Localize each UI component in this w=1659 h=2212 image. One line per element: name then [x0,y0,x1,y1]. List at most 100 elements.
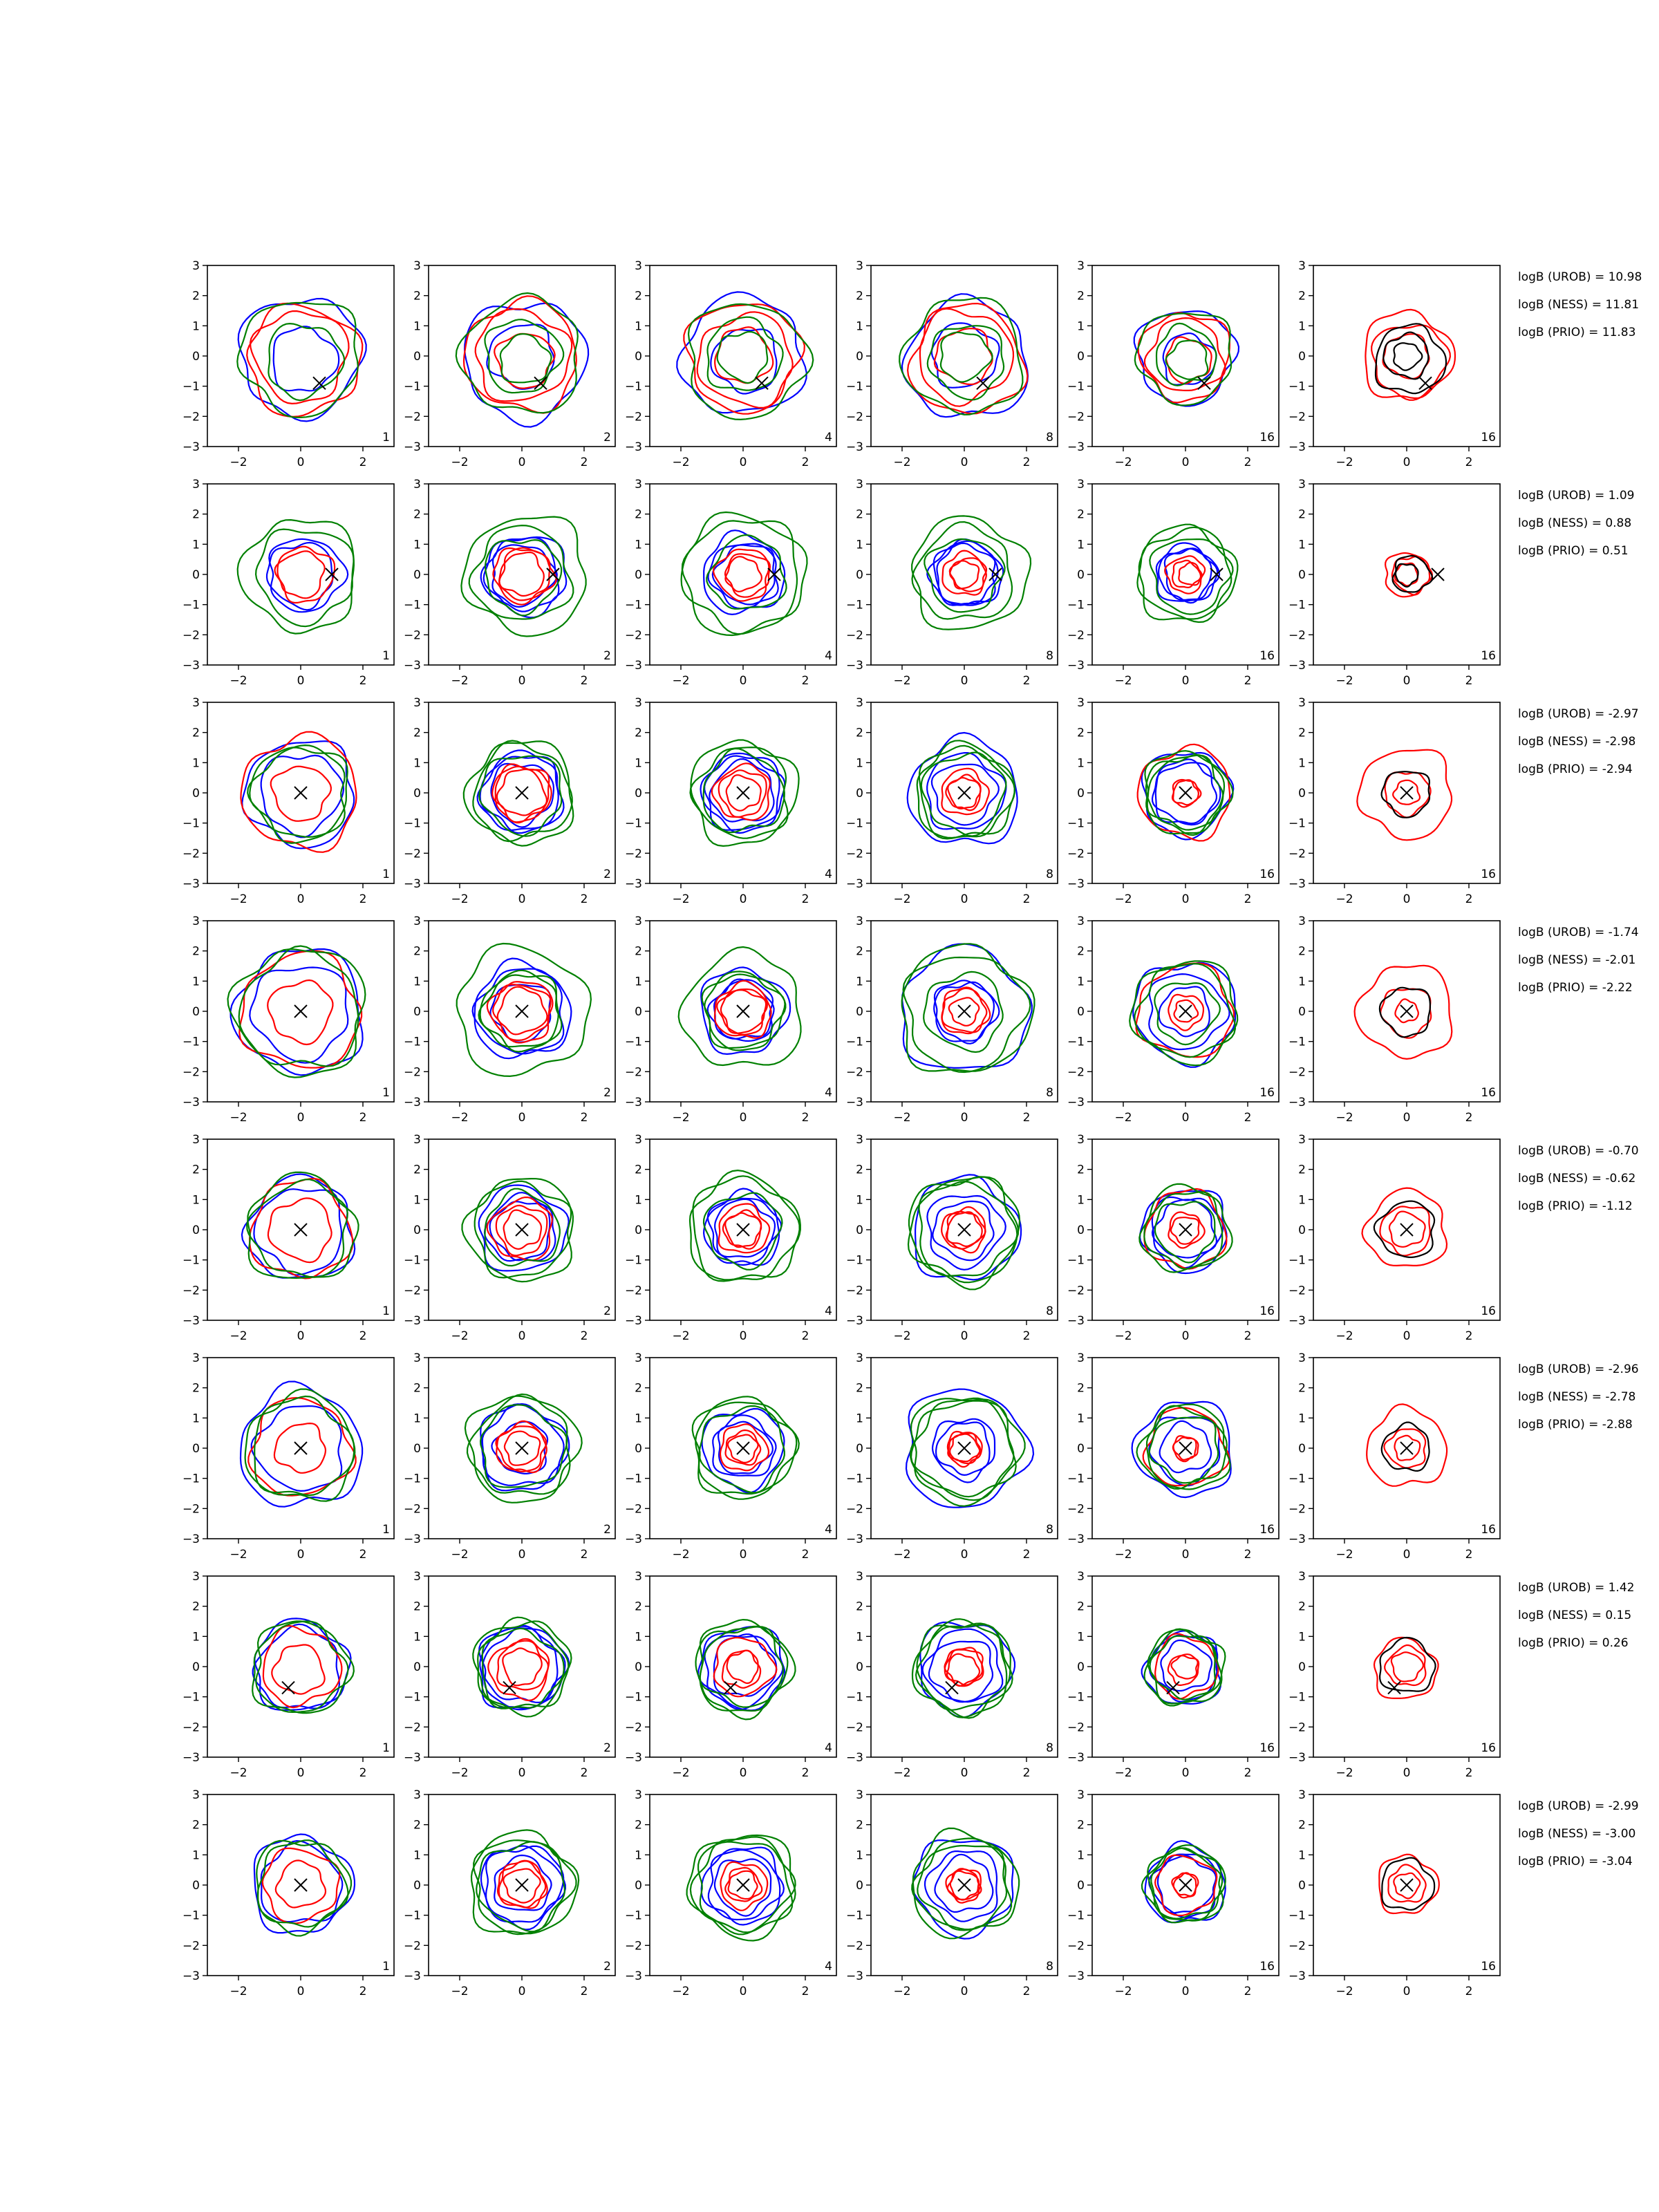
y-tick-label: 3 [1298,1133,1306,1147]
green-contour-line [474,1180,574,1279]
x-tick-label: 0 [518,1766,526,1780]
blue-contour-line [702,1188,780,1266]
x-tick-label: −2 [893,1111,910,1125]
panel-corner-label: 16 [1259,1741,1275,1755]
blue-contour-line [494,1854,552,1911]
x-tick-label: −2 [893,1766,910,1780]
y-tick-label: −3 [625,1096,642,1109]
x-tick-label: 0 [740,1111,747,1125]
y-tick-label: 3 [1298,259,1306,273]
y-tick-label: 0 [856,1879,863,1893]
y-tick-label: −1 [182,817,200,831]
green-contour-line [924,538,1006,613]
red-contour-line [947,1432,982,1465]
y-tick-label: 1 [856,756,863,770]
y-tick-label: −1 [846,380,863,394]
x-tick-label: 2 [1023,1329,1031,1343]
green-contour-line [917,1845,1008,1931]
y-tick-label: 0 [635,568,642,582]
panel-corner-label: 16 [1481,1304,1496,1318]
panel-r4-c5: −2 0 2 −3 −2 −1 0 1 2 3 16 [1067,915,1280,1125]
y-tick-label: 0 [1298,1005,1306,1019]
blue-contour-line [480,1403,570,1492]
true-point-marker [1400,1441,1414,1455]
logb-ness-text: logB (NESS) = 0.88 [1518,516,1631,530]
green-contour-line [910,1398,1026,1507]
x-tick-label: 2 [802,456,809,469]
logb-ness-text: logB (NESS) = -3.00 [1518,1827,1635,1841]
x-tick-label: 2 [1465,1329,1473,1343]
y-tick-label: −1 [182,1472,200,1486]
blue-contour-line [474,957,572,1060]
blue-contour-line [921,1628,1004,1703]
y-tick-label: 3 [413,1788,421,1802]
y-tick-label: −3 [1067,877,1085,891]
y-tick-label: −3 [1067,1533,1085,1546]
panel-r2-c5: −2 0 2 −3 −2 −1 0 1 2 3 16 [1067,478,1280,688]
panel-corner-label: 1 [382,868,390,881]
black-contour-line [1374,323,1447,395]
logb-urob-text: logB (UROB) = 10.98 [1518,270,1642,284]
red-contour-line [948,997,980,1027]
y-tick-label: 1 [1077,1193,1085,1207]
y-tick-label: 3 [1077,1788,1085,1802]
y-tick-label: 3 [856,696,863,710]
y-tick-label: 3 [635,478,642,491]
green-contour-line [690,739,800,847]
y-tick-label: −1 [1067,1472,1085,1486]
panel-corner-label: 1 [382,1304,390,1318]
y-tick-label: 0 [635,350,642,364]
black-contour-line [1380,1421,1430,1472]
true-point-marker [724,1680,738,1695]
panel-corner-label: 16 [1481,1960,1496,1974]
y-tick-label: 0 [413,568,421,582]
x-tick-label: −2 [229,456,247,469]
green-contour-line [688,1169,800,1281]
red-contour-line [1371,324,1452,401]
y-tick-label: 0 [192,787,200,800]
black-contour-line [1378,1636,1436,1692]
y-tick-label: 3 [1298,1570,1306,1584]
green-contour-line [697,1841,796,1936]
panel-corner-label: 4 [825,1086,832,1100]
y-tick-label: −1 [182,380,200,394]
blue-contour-line [237,297,367,422]
blue-contour-line [926,540,996,606]
panel-r3-c3: −2 0 2 −3 −2 −1 0 1 2 3 4 [625,696,837,906]
y-tick-label: 1 [635,1848,642,1862]
x-tick-label: 2 [1023,1548,1031,1562]
y-tick-label: 2 [192,1819,200,1833]
panel-corner-label: 16 [1481,1086,1496,1100]
y-tick-label: 3 [192,1133,200,1147]
blue-contour-line [253,1833,356,1934]
x-tick-label: 0 [961,1111,968,1125]
red-contour-line [492,984,552,1041]
y-tick-label: 2 [413,1382,421,1396]
green-contour-line [686,1834,796,1942]
true-point-marker [312,376,326,391]
y-tick-label: 3 [1298,1351,1306,1365]
x-tick-label: 0 [1403,892,1411,906]
green-contour-line [901,943,1035,1072]
panel-corner-label: 4 [825,649,832,663]
y-tick-label: 1 [856,1848,863,1862]
x-tick-label: 0 [518,1111,526,1125]
true-point-marker [736,1004,750,1018]
green-contour-line [918,744,1016,840]
y-tick-label: 2 [1298,290,1306,303]
red-contour-line [267,979,334,1046]
panel-corner-label: 16 [1259,868,1275,881]
y-tick-label: −2 [1067,1721,1085,1734]
y-tick-label: 2 [192,1163,200,1177]
x-tick-label: 2 [359,1766,367,1780]
blue-contour-line [268,538,349,613]
axes-frame [207,265,395,447]
blue-contour-line [676,291,807,414]
y-tick-label: −1 [1288,1691,1306,1705]
logb-urob-text: logB (UROB) = -2.96 [1518,1362,1639,1376]
y-tick-label: −3 [404,877,421,891]
y-tick-label: 2 [1298,508,1306,522]
red-contour-line [1394,1434,1421,1461]
blue-contour-line [1151,762,1217,826]
red-contour-line [270,765,332,822]
